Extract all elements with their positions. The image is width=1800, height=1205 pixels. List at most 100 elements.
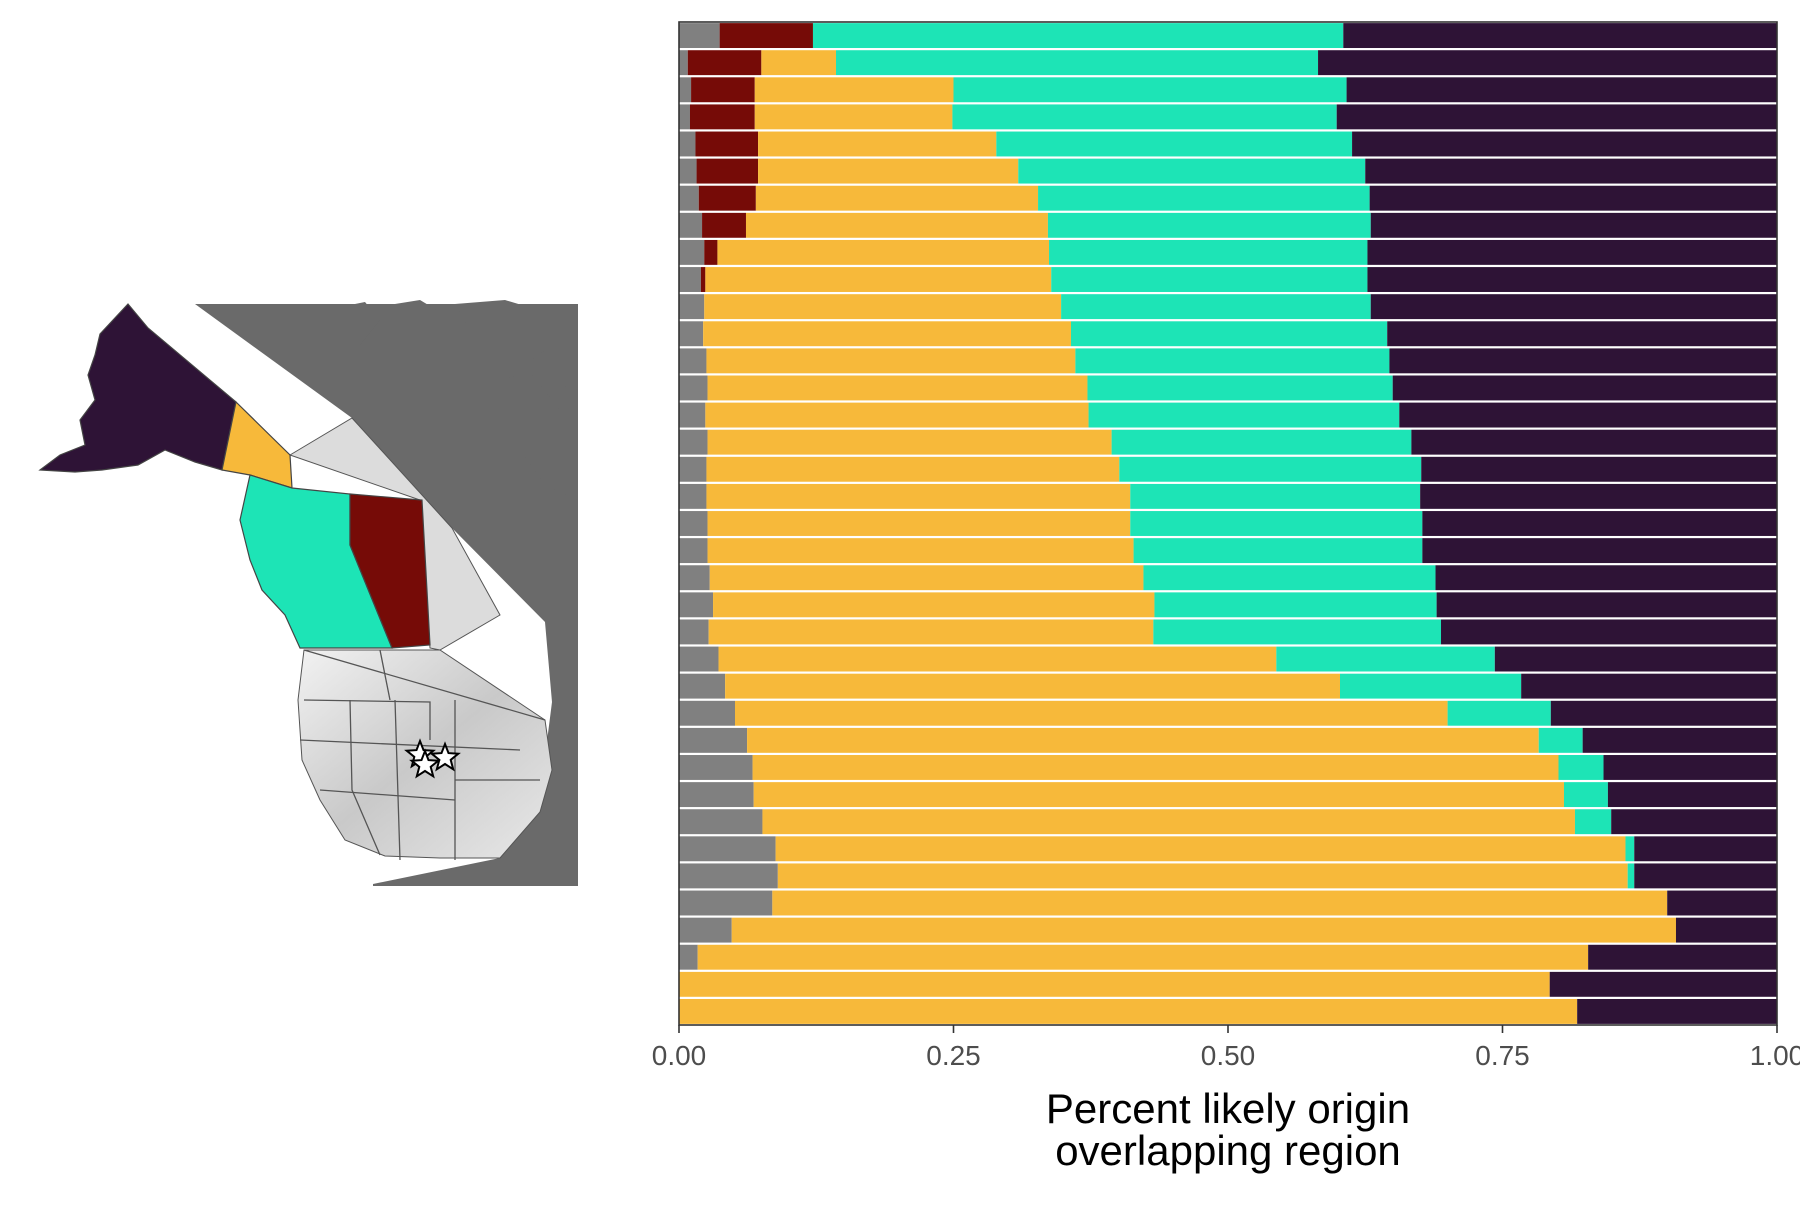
- map-borders: [299, 649, 546, 861]
- bar-segment-yellow: [713, 592, 1155, 618]
- bar-segment-purple: [1634, 836, 1777, 862]
- bar-segment-yellow: [731, 917, 1676, 943]
- bar-segment-yellow: [707, 511, 1131, 536]
- bar-segment-gray: [679, 917, 732, 943]
- bar-segment-yellow: [747, 727, 1539, 753]
- bar-segment-yellow: [745, 212, 1048, 238]
- bar-segment-gray: [679, 755, 753, 780]
- bar-segment-teal: [953, 77, 1347, 103]
- bar-segment-teal: [1340, 673, 1522, 699]
- bar-segment-gray: [679, 23, 720, 49]
- bar-segment-purple: [1343, 23, 1777, 49]
- bar-segment-purple: [1318, 50, 1777, 76]
- bar-segment-gray: [679, 782, 754, 808]
- bar-segment-teal: [1070, 321, 1388, 347]
- bar-segment-darkred: [691, 77, 755, 103]
- map-panel: [0, 0, 640, 1200]
- bar-segment-gray: [679, 727, 748, 753]
- bar-segment-yellow: [753, 782, 1564, 808]
- bar-segment-yellow: [758, 131, 997, 157]
- bar-segment-darkred: [698, 185, 756, 211]
- region-map: [38, 300, 578, 886]
- bar-segment-teal: [1051, 267, 1368, 292]
- bar-segment-purple: [1521, 673, 1777, 699]
- bar-segment-purple: [1494, 646, 1777, 672]
- bar-segment-yellow: [772, 890, 1668, 916]
- bar-segment-purple: [1675, 917, 1777, 943]
- bar-segment-gray: [679, 131, 696, 157]
- bar-segment-yellow: [754, 104, 953, 130]
- x-axis-tick-label: 0.50: [1201, 1040, 1256, 1071]
- bar-segment-purple: [1367, 239, 1777, 265]
- bar-segment-purple: [1577, 998, 1777, 1024]
- bar-segment-gray: [679, 673, 726, 699]
- bar-segment-teal: [1075, 348, 1390, 374]
- bar-segment-gray: [679, 944, 698, 970]
- bar-segment-yellow: [775, 836, 1626, 862]
- location-star-marker: [409, 748, 441, 779]
- bar-segment-yellow: [679, 998, 1578, 1024]
- bar-segment-yellow: [707, 429, 1112, 455]
- bar-segment-purple: [1582, 727, 1777, 753]
- bar-segment-teal: [1153, 619, 1442, 645]
- bar-segment-darkred: [704, 239, 718, 265]
- bar-segment-teal: [1625, 836, 1635, 862]
- bar-segment-purple: [1634, 863, 1777, 889]
- bar-segment-gray: [679, 375, 708, 401]
- bar-segment-purple: [1365, 158, 1777, 184]
- bar-segment-yellow: [777, 863, 1628, 889]
- bar-segment-darkred: [719, 23, 813, 49]
- bar-segment-gray: [679, 77, 692, 103]
- bar-segment-gray: [679, 836, 776, 862]
- bar-segment-purple: [1369, 185, 1777, 211]
- bar-segment-purple: [1336, 104, 1777, 130]
- bar-segment-yellow: [708, 619, 1154, 645]
- map-arctic-islands: [330, 300, 578, 500]
- bar-segment-teal: [1447, 700, 1551, 726]
- bar-segment-yellow: [754, 77, 954, 103]
- location-star-marker: [429, 741, 461, 772]
- bar-segment-purple: [1420, 483, 1777, 509]
- bar-segment-yellow: [679, 971, 1550, 997]
- bar-segment-purple: [1550, 700, 1777, 726]
- bar-segment-purple: [1399, 402, 1777, 428]
- bar-segment-gray: [679, 483, 707, 509]
- bar-segment-purple: [1411, 429, 1777, 455]
- bar-segment-yellow: [707, 538, 1134, 564]
- bar-segment-teal: [1276, 646, 1495, 672]
- bar-segment-purple: [1352, 131, 1777, 157]
- bar-segment-gray: [679, 429, 708, 455]
- bar-segment-teal: [1119, 456, 1422, 482]
- bar-segment-gray: [679, 239, 705, 265]
- bar-segment-gray: [679, 700, 735, 726]
- bar-segment-yellow: [706, 456, 1120, 482]
- bar-segment-gray: [679, 863, 778, 889]
- x-axis-tick-label: 0.75: [1475, 1040, 1530, 1071]
- bar-segment-yellow: [762, 809, 1575, 835]
- bar-segment-gray: [679, 294, 705, 320]
- bar-segment-purple: [1607, 782, 1777, 808]
- bar-segment-teal: [1558, 755, 1604, 780]
- bar-segment-yellow: [705, 267, 1052, 292]
- bar-segment-purple: [1603, 755, 1777, 780]
- bar-segment-yellow: [718, 646, 1277, 672]
- bar-segment-teal: [1038, 185, 1370, 211]
- bar-segment-purple: [1422, 538, 1777, 564]
- bar-segment-purple: [1436, 592, 1777, 618]
- map-region-british-columbia: [239, 474, 393, 649]
- bar-segment-gray: [679, 267, 701, 292]
- bar-segment-teal: [1130, 511, 1423, 536]
- bar-segment-gray: [679, 809, 763, 835]
- bar-segment-purple: [1367, 267, 1777, 292]
- bar-segment-purple: [1346, 77, 1777, 103]
- bar-segment-gray: [679, 104, 690, 130]
- bar-segment-teal: [812, 23, 1344, 49]
- bar-segment-darkred: [689, 104, 755, 130]
- x-axis-label-line-2: overlapping region: [1055, 1127, 1401, 1174]
- bar-segment-darkred: [696, 158, 759, 184]
- bar-segment-yellow: [697, 944, 1589, 970]
- bar-segment-gray: [679, 511, 708, 536]
- bar-segment-yellow: [706, 483, 1131, 509]
- bar-segment-teal: [1047, 212, 1371, 238]
- bar-segment-teal: [1154, 592, 1437, 618]
